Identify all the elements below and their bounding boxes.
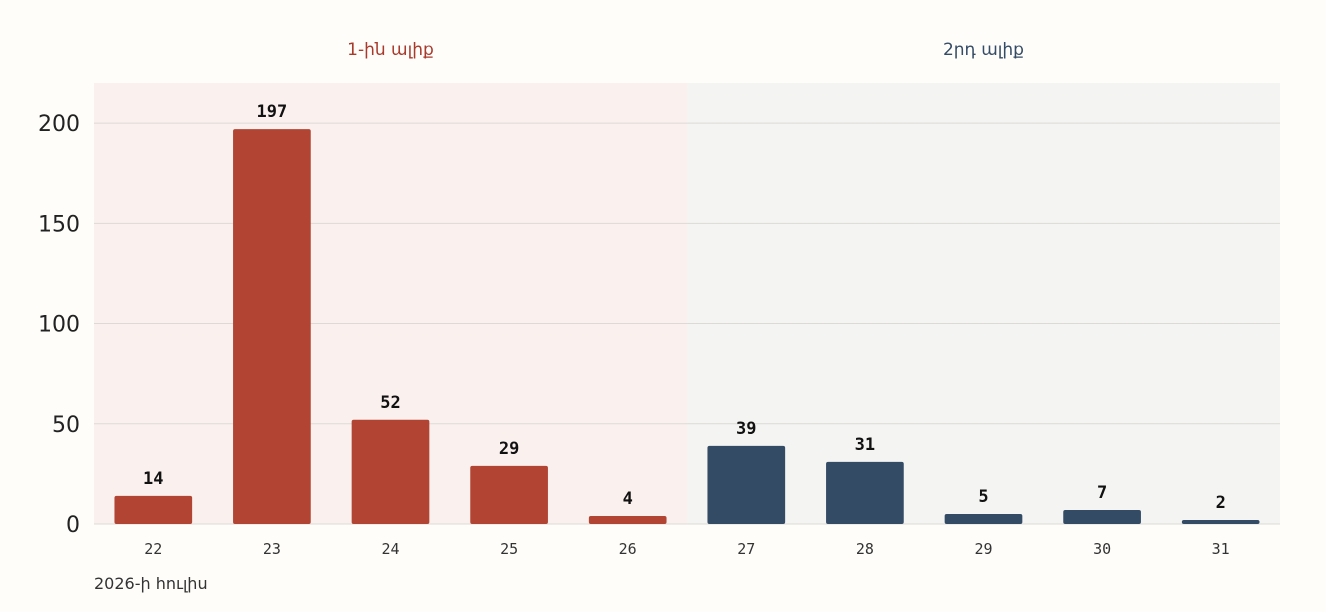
x-tick-label: 31 <box>1212 540 1230 558</box>
x-tick-label: 30 <box>1093 540 1111 558</box>
bar-31 <box>1181 519 1260 524</box>
y-tick-label: 50 <box>52 413 80 438</box>
x-tick-label: 22 <box>144 540 162 558</box>
y-tick-label: 100 <box>38 313 80 338</box>
bar-value-label: 7 <box>1097 483 1107 503</box>
bar-value-label: 2 <box>1216 493 1226 513</box>
x-tick-label: 27 <box>737 540 755 558</box>
group-title-2: 2րդ ալիք <box>943 40 1024 60</box>
bar-28 <box>826 461 904 524</box>
bar-value-label: 29 <box>499 439 519 459</box>
x-tick-label: 24 <box>381 540 399 558</box>
bar-value-label: 5 <box>978 487 988 507</box>
x-tick-label: 29 <box>974 540 992 558</box>
x-tick-label: 23 <box>263 540 281 558</box>
bar-value-label: 52 <box>380 393 400 413</box>
x-tick-label: 26 <box>619 540 637 558</box>
bar-value-label: 39 <box>736 419 756 439</box>
bar-value-label: 197 <box>257 102 288 122</box>
bar-29 <box>944 513 1023 524</box>
y-tick-label: 150 <box>38 212 80 237</box>
x-tick-label: 25 <box>500 540 518 558</box>
bar-value-label: 31 <box>855 435 875 455</box>
bar-27 <box>707 445 786 524</box>
bar-value-label: 14 <box>143 469 163 489</box>
group-title-1: 1-ին ալիք <box>347 40 434 60</box>
y-tick-label: 200 <box>38 112 80 137</box>
bar-22 <box>114 495 193 524</box>
bar-value-label: 4 <box>623 489 633 509</box>
group-background-2 <box>687 83 1280 524</box>
y-tick-label: 0 <box>66 513 80 538</box>
bar-23 <box>233 129 311 524</box>
x-axis-caption: 2026-ի հուլիս <box>94 574 208 593</box>
bar-24 <box>351 419 430 524</box>
bar-30 <box>1063 509 1141 524</box>
x-tick-label: 28 <box>856 540 874 558</box>
bar-26 <box>588 515 667 524</box>
bar-25 <box>470 465 548 524</box>
